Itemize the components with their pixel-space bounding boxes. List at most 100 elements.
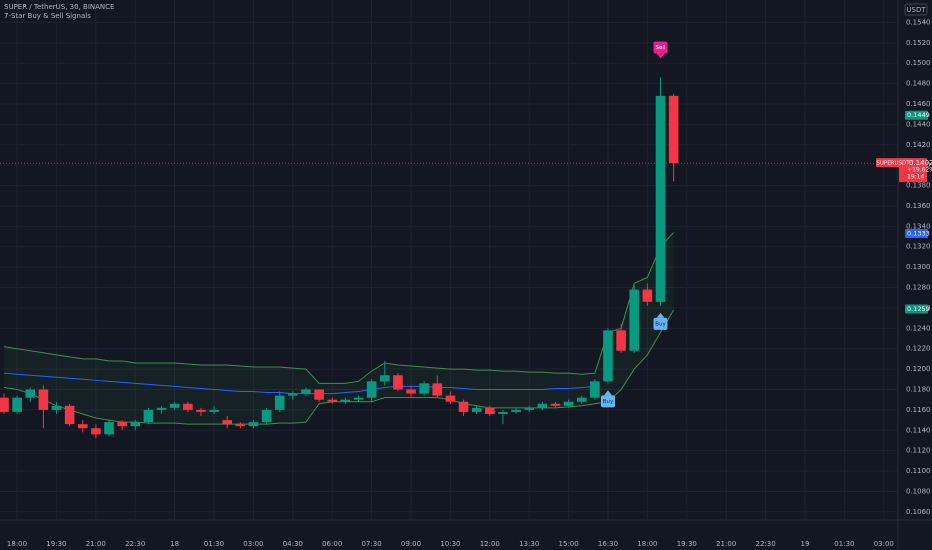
candle-body bbox=[642, 289, 653, 302]
candle-body bbox=[524, 407, 534, 410]
countdown-label: 19:14 bbox=[907, 174, 924, 181]
candle-body bbox=[590, 381, 600, 398]
x-tick-label: 06:00 bbox=[322, 540, 342, 548]
candle-body bbox=[51, 405, 62, 410]
candle-body bbox=[445, 395, 456, 402]
candle-body bbox=[419, 383, 429, 394]
y-tick-label: 0.1100 bbox=[906, 467, 931, 475]
candle-body bbox=[117, 422, 127, 427]
candle-body bbox=[196, 409, 206, 412]
y-tick-label: 0.1460 bbox=[906, 100, 931, 108]
candle-body bbox=[274, 395, 285, 410]
y-tick-label: 0.1320 bbox=[906, 243, 931, 251]
y-tick-label: 0.1060 bbox=[906, 508, 931, 516]
signal-pointer bbox=[656, 312, 665, 318]
candle-body bbox=[576, 397, 587, 402]
price-tag-label: 0.1333 bbox=[907, 229, 930, 237]
candle-body bbox=[563, 401, 574, 406]
x-tick-label: 19:30 bbox=[677, 540, 697, 548]
candle-body bbox=[314, 389, 324, 400]
change-label: +19.62% bbox=[907, 167, 932, 174]
y-tick-label: 0.1500 bbox=[906, 59, 931, 67]
candle-body bbox=[603, 330, 613, 382]
y-tick-label: 0.1280 bbox=[906, 284, 931, 292]
x-tick-label: 18:00 bbox=[637, 540, 657, 548]
candle-body bbox=[64, 405, 75, 425]
candle-body bbox=[537, 403, 548, 408]
x-tick-label: 18:00 bbox=[7, 540, 27, 548]
candle-body bbox=[340, 399, 351, 402]
price-tag-label: 0.1259 bbox=[907, 305, 930, 313]
candle-body bbox=[235, 424, 246, 427]
chart-title: SUPER / TetherUS, 30, BINANCE bbox=[4, 3, 114, 11]
band-line bbox=[3, 372, 595, 395]
y-tick-label: 0.1540 bbox=[906, 18, 931, 26]
candle-body bbox=[511, 409, 521, 412]
signal-box bbox=[653, 41, 668, 54]
candle-body bbox=[550, 403, 561, 406]
y-tick-label: 0.1300 bbox=[906, 263, 931, 271]
candle-body bbox=[629, 289, 640, 351]
y-tick-label: 0.1160 bbox=[906, 406, 931, 414]
y-tick-label: 0.1180 bbox=[906, 385, 931, 393]
candle-body bbox=[12, 397, 22, 412]
signal: Buy bbox=[653, 312, 668, 330]
x-tick-label: 04:30 bbox=[283, 540, 303, 548]
y-tick-label: 0.1220 bbox=[906, 345, 931, 353]
candle-body bbox=[353, 397, 364, 400]
y-tick-label: 0.1140 bbox=[906, 426, 931, 434]
price-tag-box bbox=[905, 110, 928, 120]
signal-label: Sell bbox=[656, 45, 666, 51]
currency[interactable]: USDT bbox=[906, 6, 926, 14]
price-tag-label: 0.1402 bbox=[909, 159, 932, 167]
price-tag-label: 0.1449 bbox=[907, 111, 930, 119]
y-tick-label: 0.1440 bbox=[906, 120, 931, 128]
symbol-label: SUPERUSDT bbox=[876, 161, 910, 167]
signal-pointer bbox=[656, 53, 665, 59]
candle-body bbox=[327, 399, 338, 402]
candle-body bbox=[458, 401, 469, 412]
y-tick-label: 0.1480 bbox=[906, 80, 931, 88]
price-tag-box bbox=[905, 304, 928, 314]
signal-box bbox=[600, 395, 615, 408]
x-tick-label: 07:30 bbox=[362, 540, 382, 548]
signal-box bbox=[653, 317, 668, 330]
candle-body bbox=[668, 95, 679, 164]
currency-box[interactable] bbox=[904, 3, 928, 16]
signal: Sell bbox=[653, 41, 668, 59]
x-tick-label: 03:00 bbox=[243, 540, 263, 548]
candle-body bbox=[485, 407, 495, 414]
indicator-name: 7-Star Buy & Sell Signals bbox=[4, 12, 91, 20]
y-tick-label: 0.1200 bbox=[906, 365, 931, 373]
x-tick-label: 15:00 bbox=[559, 540, 579, 548]
y-tick-label: 0.1380 bbox=[906, 182, 931, 190]
x-tick-label: 22:30 bbox=[756, 540, 776, 548]
signal-label: Buy bbox=[655, 321, 666, 327]
x-tick-label: 18 bbox=[170, 540, 179, 548]
band-line bbox=[3, 309, 675, 425]
candle-body bbox=[183, 403, 193, 410]
candle-body bbox=[143, 409, 154, 423]
signal: Buy bbox=[600, 390, 615, 408]
candle-body bbox=[77, 424, 88, 429]
signal-label: Buy bbox=[603, 399, 614, 405]
candle-body bbox=[655, 95, 666, 302]
x-tick-label: 21:00 bbox=[716, 540, 736, 548]
y-tick-label: 0.1360 bbox=[906, 202, 931, 210]
candle-body bbox=[288, 393, 298, 396]
signal-pointer bbox=[603, 390, 612, 396]
candle-body bbox=[379, 375, 390, 382]
x-tick-label: 03:00 bbox=[874, 540, 894, 548]
candle-body bbox=[130, 422, 141, 427]
candle-body bbox=[209, 409, 219, 412]
candle-body bbox=[25, 389, 36, 398]
candle-body bbox=[261, 409, 272, 423]
candle-body bbox=[91, 428, 101, 435]
candle-body bbox=[169, 403, 180, 408]
candle-body bbox=[301, 389, 311, 394]
candle-body bbox=[366, 381, 377, 398]
x-tick-label: 19:30 bbox=[46, 540, 66, 548]
candle-body bbox=[248, 422, 259, 427]
